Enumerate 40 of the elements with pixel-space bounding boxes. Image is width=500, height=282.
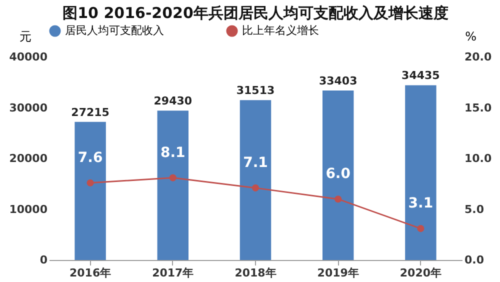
chart-title: 图10 2016-2020年兵团居民人均可支配收入及增长速度 bbox=[62, 4, 448, 22]
legend-label: 居民人均可支配收入 bbox=[65, 24, 164, 37]
y2-tick-label: 10.0 bbox=[464, 152, 492, 165]
point bbox=[252, 184, 260, 192]
point bbox=[169, 174, 176, 182]
data-label: 6.0 bbox=[326, 166, 351, 182]
data-label: 34435 bbox=[402, 69, 440, 82]
y-tick-label: 10000 bbox=[9, 202, 48, 216]
bar bbox=[405, 85, 436, 260]
y-tick-label: 20000 bbox=[9, 152, 48, 165]
point bbox=[417, 225, 424, 232]
x-tick-label: 2017年 bbox=[152, 266, 194, 280]
point bbox=[334, 196, 342, 203]
y-tick-label: 0 bbox=[40, 254, 48, 266]
data-label: 7.6 bbox=[78, 150, 103, 166]
point bbox=[86, 179, 94, 186]
y2-tick-label: 20.0 bbox=[464, 50, 492, 64]
bar bbox=[157, 110, 189, 260]
data-label: 3.1 bbox=[408, 196, 434, 212]
y2-axis-title: % bbox=[465, 30, 476, 44]
bar bbox=[74, 122, 106, 260]
y2-tick-label: 5.0 bbox=[464, 202, 484, 216]
y2-tick-label: 15.0 bbox=[464, 101, 492, 114]
x-tick-label: 2019年 bbox=[317, 266, 359, 280]
y-tick-label: 30000 bbox=[9, 101, 48, 114]
data-label: 7.1 bbox=[243, 154, 268, 171]
x-tick-label: 2018年 bbox=[234, 266, 276, 280]
legend-label: 比上年名义增长 bbox=[242, 24, 319, 37]
y-tick-label: 40000 bbox=[9, 50, 48, 64]
y-axis-title: 元 bbox=[20, 30, 32, 44]
data-label: 27215 bbox=[71, 106, 110, 119]
data-label: 8.1 bbox=[160, 144, 186, 161]
x-tick-label: 2020年 bbox=[400, 266, 442, 280]
x-tick-label: 2016年 bbox=[69, 266, 112, 280]
data-label: 33403 bbox=[318, 74, 358, 88]
data-label: 31513 bbox=[236, 84, 275, 98]
bar bbox=[240, 100, 272, 260]
data-label: 29430 bbox=[154, 94, 192, 108]
y2-tick-label: 0.0 bbox=[464, 254, 484, 266]
bar bbox=[322, 90, 354, 260]
